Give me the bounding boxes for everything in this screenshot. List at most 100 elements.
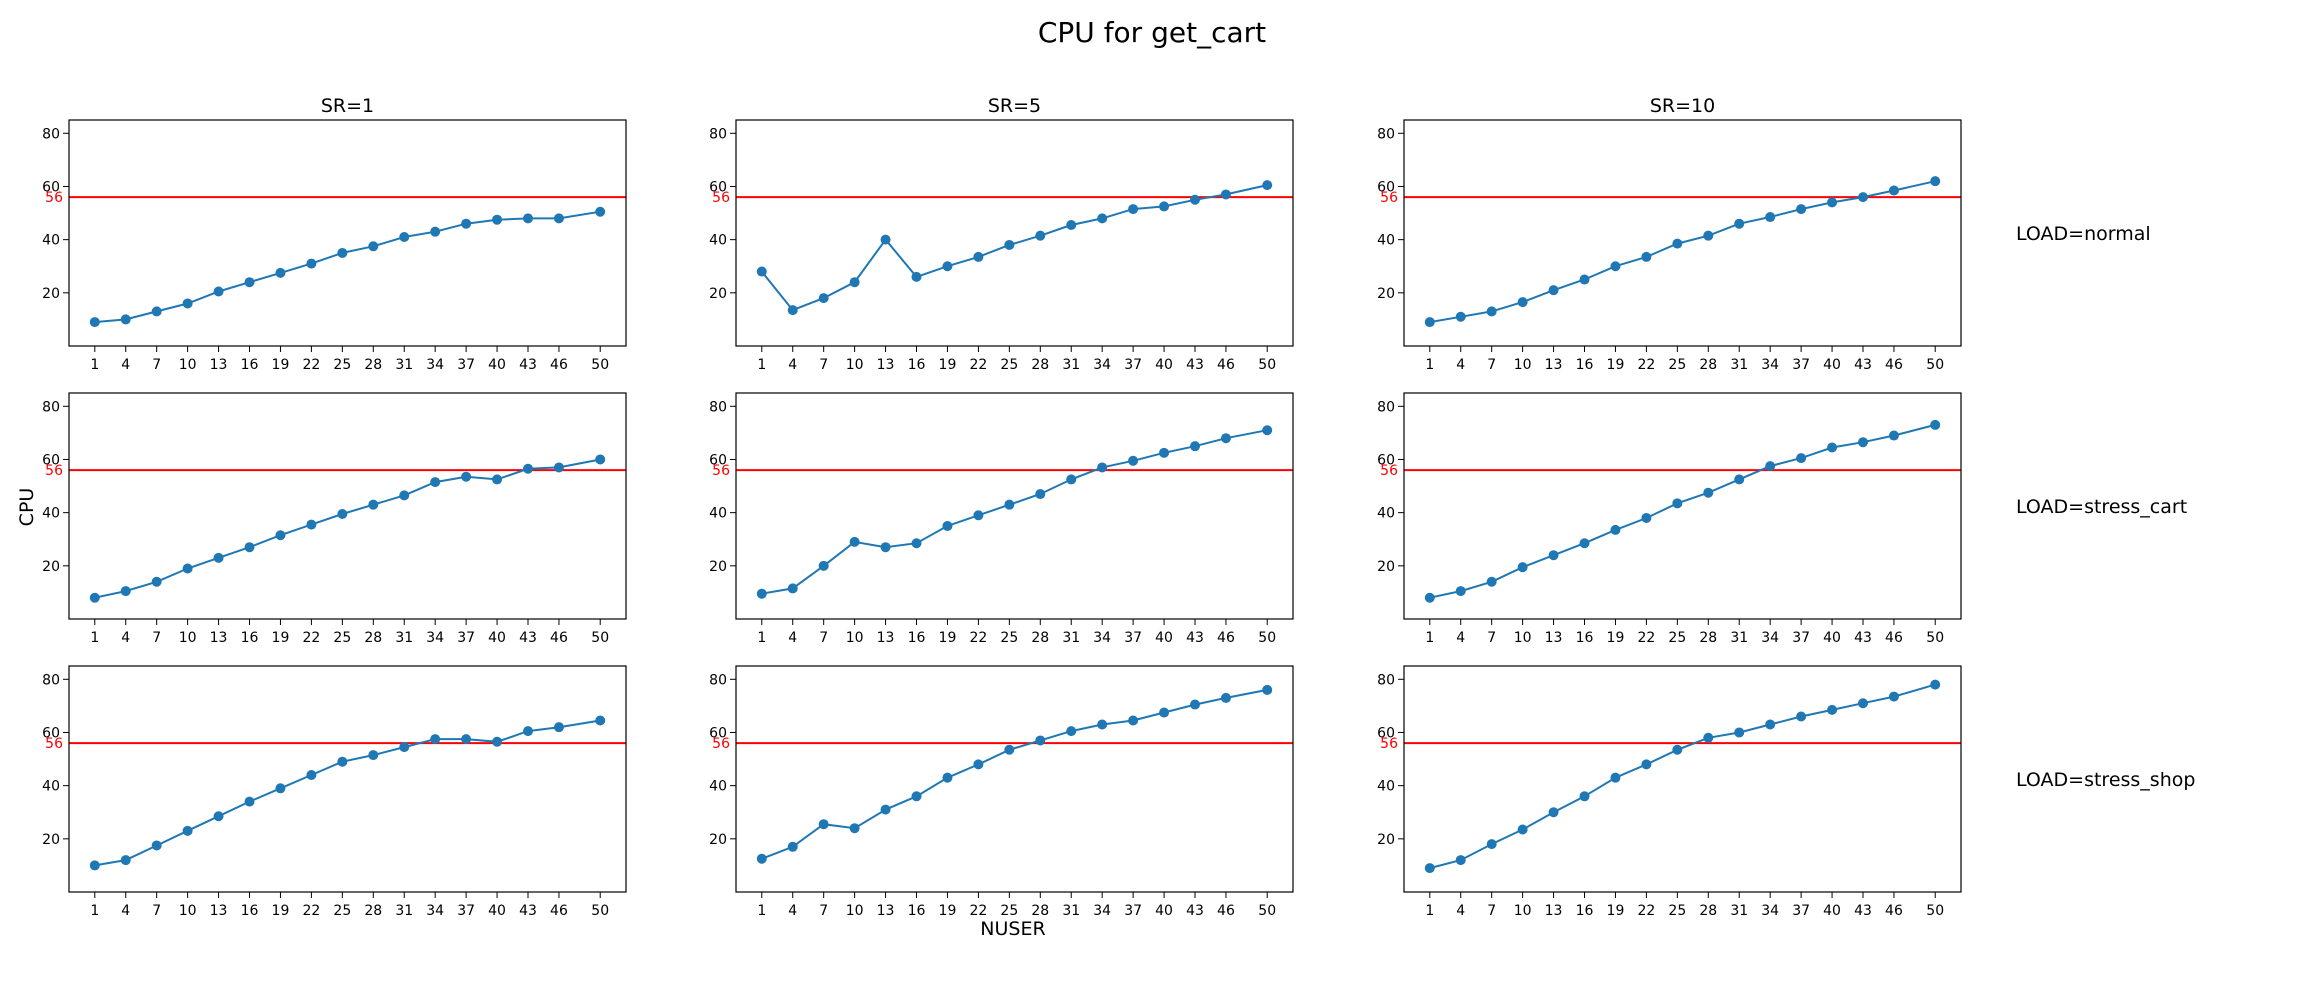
data-point [818,293,829,304]
x-tick-label: 22 [1637,630,1655,646]
x-tick-label: 37 [1792,903,1810,919]
x-tick-label: 28 [364,357,382,373]
data-point [1424,592,1435,603]
y-tick-label: 20 [42,286,60,302]
data-point [973,251,984,262]
data-point [911,538,922,549]
data-point [523,463,534,474]
x-tick-label: 31 [1062,357,1080,373]
plot-frame [68,119,627,347]
x-tick-label: 4 [788,903,797,919]
x-tick-label: 22 [1637,903,1655,919]
data-point [1734,727,1745,738]
x-tick-label: 1 [90,903,99,919]
x-tick-label: 7 [1487,357,1496,373]
x-tick-label: 28 [1031,903,1049,919]
y-tick-label: 60 [1377,725,1395,741]
y-tick-label: 80 [1377,399,1395,415]
data-point [1486,306,1497,317]
data-point [553,462,564,473]
x-tick-label: 50 [591,630,609,646]
x-tick-label: 43 [519,357,537,373]
x-tick-label: 34 [1761,903,1779,919]
x-tick-label: 46 [1885,903,1903,919]
x-tick-label: 4 [121,903,130,919]
x-tick-label: 40 [1155,357,1173,373]
x-tick-label: 16 [1576,903,1594,919]
data-point [1455,586,1466,597]
x-tick-label: 31 [395,630,413,646]
data-point [1190,699,1201,710]
x-tick-label: 31 [1062,903,1080,919]
reference-label: 56 [712,463,730,479]
data-point [89,860,100,871]
data-point [461,218,472,229]
data-point [213,811,224,822]
y-tick-label: 20 [42,559,60,575]
data-point [1128,715,1139,726]
data-point [818,819,829,830]
x-tick-label: 4 [121,630,130,646]
data-point [1159,201,1170,212]
x-tick-label: 1 [1425,630,1434,646]
x-tick-label: 7 [819,357,828,373]
y-tick-label: 80 [42,399,60,415]
data-point [182,825,193,836]
x-tick-label: 19 [1607,903,1625,919]
plot-frame [735,392,1294,620]
series-line [761,688,1268,860]
data-point [1066,474,1077,485]
data-point [399,231,410,242]
data-point [1703,732,1714,743]
y-tick-label: 80 [1377,126,1395,142]
data-point [1827,442,1838,453]
plot-frame [1403,392,1962,620]
x-tick-label: 34 [1093,357,1111,373]
data-point [1858,192,1869,203]
subplot: 56 20 40 60 80 1 4 7 10 13 16 19 22 25 28 31 34 37 40 43 46 5… [709,119,1294,373]
x-tick-label: 19 [939,357,957,373]
x-tick-label: 16 [908,903,926,919]
x-tick-label: 4 [121,357,130,373]
data-point [849,536,860,547]
chart-title: CPU for get_cart [1038,16,1266,49]
data-point [151,576,162,587]
x-tick-label: 43 [1186,357,1204,373]
data-point [1703,230,1714,241]
data-point [880,804,891,815]
data-point [1930,679,1941,690]
data-point [1097,213,1108,224]
x-tick-label: 46 [550,903,568,919]
data-point [213,552,224,563]
x-tick-label: 28 [1031,357,1049,373]
x-tick-label: 4 [1456,903,1465,919]
data-point [1796,204,1807,215]
row-title: LOAD=stress_shop [2016,769,2195,791]
x-tick-label: 31 [1730,357,1748,373]
data-point [244,277,255,288]
subplot: 56 20 40 60 80 1 4 7 10 13 16 19 22 25 28 31 34 37 40 43 46 5… [1377,665,1962,919]
panels-grid: SR=1 SR=5 SR=10 LOAD=normal LOAD=stress_cart… [42,95,2195,919]
x-tick-label: 22 [969,903,987,919]
series-line [94,458,601,599]
data-point [1128,204,1139,215]
y-tick-label: 60 [1377,452,1395,468]
data-point [1517,297,1528,308]
x-tick-label: 4 [788,357,797,373]
reference-label: 56 [712,736,730,752]
x-tick-label: 4 [1456,357,1465,373]
x-tick-label: 40 [488,630,506,646]
data-point [244,796,255,807]
plot-frame [1403,119,1962,347]
data-point [1066,726,1077,737]
x-tick-label: 28 [1031,630,1049,646]
data-point [306,770,317,781]
data-point [1610,261,1621,272]
x-tick-label: 46 [1885,357,1903,373]
x-tick-label: 19 [939,630,957,646]
data-point [1765,719,1776,730]
x-tick-label: 37 [457,630,475,646]
data-point [275,783,286,794]
x-tick-label: 7 [1487,630,1496,646]
x-tick-label: 34 [426,357,444,373]
